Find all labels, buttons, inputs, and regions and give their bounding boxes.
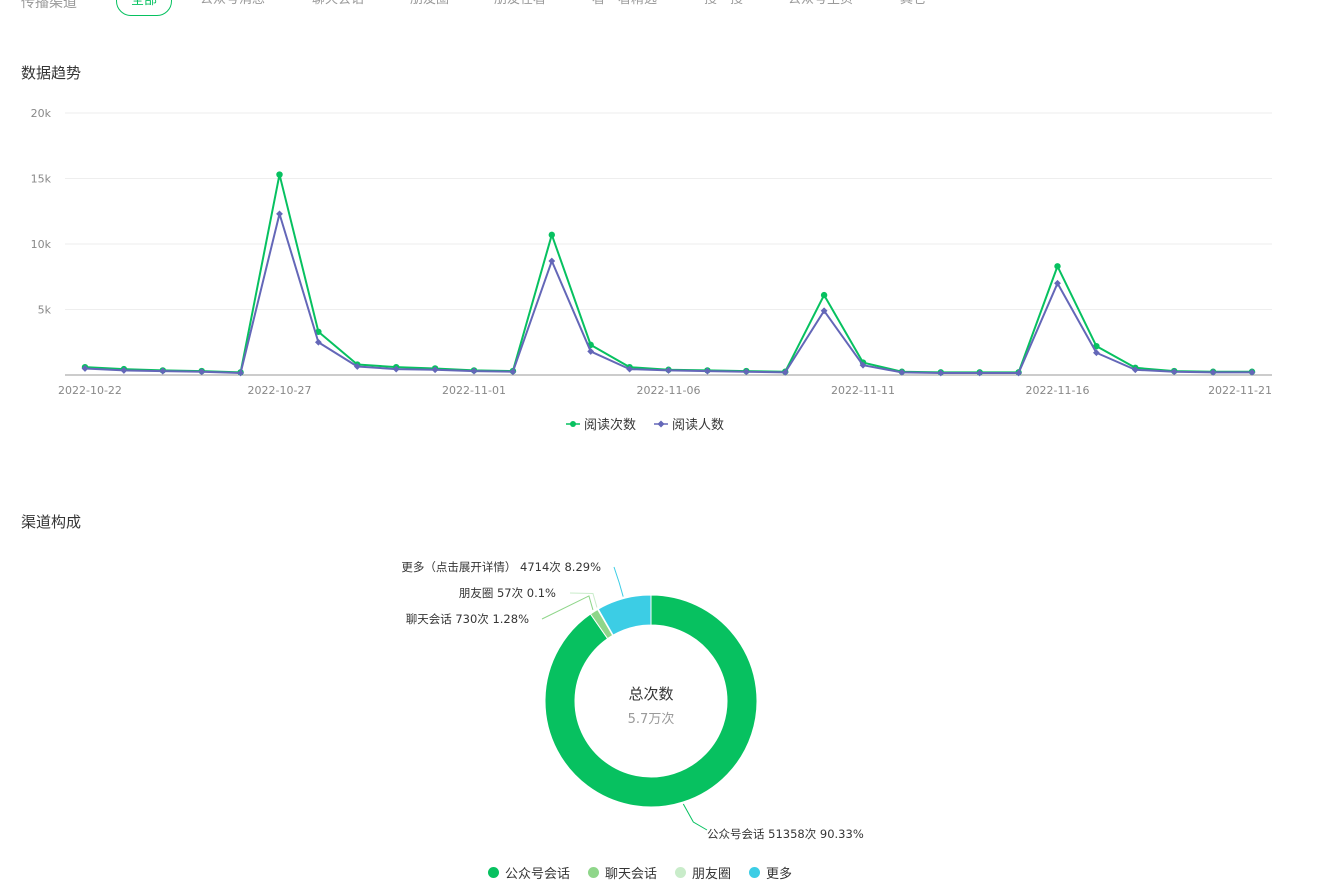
legend-dot-icon [675, 867, 687, 878]
data-point[interactable] [315, 328, 322, 335]
x-tick-label: 2022-10-22 [58, 384, 122, 397]
x-tick-label: 2022-10-27 [248, 384, 312, 397]
y-tick-label: 20k [31, 107, 52, 120]
data-point[interactable] [392, 365, 400, 373]
legend-label: 公众号会话 [505, 867, 571, 882]
donut-slice[interactable] [597, 594, 652, 636]
filter-chip-all[interactable]: 全部 [116, 0, 173, 16]
data-point[interactable] [315, 338, 322, 346]
filter-chip-moments[interactable]: 朋友圈 [410, 0, 449, 14]
data-point[interactable] [1131, 366, 1139, 374]
data-point[interactable] [937, 369, 945, 377]
legend-label: 更多 [766, 867, 793, 882]
data-point[interactable] [859, 361, 867, 369]
donut-center-value: 5.7万次 [628, 711, 675, 727]
data-point[interactable] [1054, 279, 1061, 287]
series-line-1 [84, 212, 1252, 375]
trend-legend: 阅读次数 阅读人数 [566, 414, 742, 433]
data-point[interactable] [276, 210, 283, 218]
data-point[interactable] [665, 367, 672, 374]
data-point[interactable] [509, 368, 517, 376]
filter-chip-chat[interactable]: 聊天会话 [312, 0, 364, 14]
donut-slice[interactable] [544, 594, 758, 808]
y-tick-label: 15k [31, 173, 52, 186]
x-tick-label: 2022-11-06 [637, 384, 701, 397]
data-point[interactable] [1209, 368, 1217, 376]
data-point[interactable] [1093, 349, 1100, 357]
data-point[interactable] [159, 367, 167, 375]
data-point[interactable] [781, 368, 789, 376]
filter-chip-profile[interactable]: 公众号主页 [788, 0, 853, 14]
data-point[interactable] [1170, 368, 1178, 376]
data-point[interactable] [548, 257, 556, 265]
data-point[interactable] [470, 367, 478, 375]
x-tick-label: 2022-11-21 [1208, 384, 1272, 397]
filter-chip-search[interactable]: 搜一搜 [704, 0, 743, 14]
leader-line [569, 592, 598, 608]
legend-label: 聊天会话 [605, 867, 658, 882]
legend-item-1[interactable]: 聊天会话 [588, 863, 657, 882]
trend-line-chart: 5k 10k 15k 20k 2022-10-22 2022-10-27 2022-11-0… [31, 107, 1272, 397]
data-point[interactable] [704, 367, 711, 375]
filter-chip-top-stories[interactable]: 看一看精选 [592, 0, 657, 14]
legend-label: 阅读次数 [584, 418, 637, 433]
slice-label: 聊天会话 730次 1.28% [406, 612, 529, 626]
data-point[interactable] [353, 363, 361, 370]
data-point[interactable] [1093, 342, 1100, 350]
x-tick-label: 2022-11-16 [1026, 384, 1090, 397]
data-point[interactable] [976, 369, 984, 377]
data-point[interactable] [820, 291, 828, 299]
y-tick-label: 5k [38, 304, 52, 317]
y-tick-label: 10k [31, 238, 52, 251]
x-tick-label: 2022-11-01 [442, 384, 506, 397]
filter-label: 传播渠道 [21, 0, 77, 11]
data-point[interactable] [1054, 263, 1061, 270]
data-point[interactable] [237, 369, 244, 377]
legend-item-3[interactable]: 更多 [749, 863, 792, 882]
data-point[interactable] [587, 348, 595, 355]
data-point[interactable] [548, 231, 555, 239]
data-point[interactable] [898, 368, 906, 376]
leader-line [541, 595, 594, 620]
legend-dot-icon [488, 867, 499, 878]
filter-chip-friends-watching[interactable]: 朋友在看 [494, 0, 546, 14]
composition-legend: 公众号会话 聊天会话 朋友圈 更多 [488, 863, 810, 882]
data-point[interactable] [1015, 369, 1022, 377]
legend-dot-icon [749, 867, 761, 878]
data-point[interactable] [431, 366, 439, 374]
legend-item-0[interactable]: 公众号会话 [488, 863, 570, 882]
legend-label: 阅读人数 [672, 418, 725, 433]
slice-label: 朋友圈 57次 0.1% [459, 586, 556, 600]
data-point[interactable] [81, 365, 89, 372]
slice-label[interactable]: 更多（点击展开详情） 4714次 8.29% [401, 560, 601, 574]
data-point[interactable] [276, 171, 283, 178]
data-point[interactable] [198, 368, 206, 376]
leader-line [613, 566, 624, 597]
trend-section-title: 数据趋势 [21, 64, 82, 82]
data-point[interactable] [626, 365, 633, 373]
leader-line [682, 803, 708, 831]
filter-chip-official-msg[interactable]: 公众号消息 [200, 0, 265, 14]
filter-chip-other[interactable]: 其它 [900, 0, 926, 14]
legend-item-1[interactable]: 阅读人数 [654, 414, 724, 433]
legend-marker-icon [566, 420, 580, 427]
x-tick-label: 2022-11-11 [831, 384, 895, 397]
legend-item-0[interactable]: 阅读次数 [566, 414, 636, 433]
legend-marker-icon [654, 420, 669, 427]
data-point[interactable] [820, 307, 828, 315]
data-point[interactable] [742, 368, 750, 376]
legend-label: 朋友圈 [692, 867, 732, 882]
data-point[interactable] [120, 367, 128, 374]
channel-filter-bar: 传播渠道 全部 公众号消息 聊天会话 朋友圈 朋友在看 看一看精选 搜一搜 公众… [0, 0, 1318, 16]
donut-center-title: 总次数 [628, 685, 673, 703]
legend-dot-icon [588, 867, 600, 878]
composition-section-title: 渠道构成 [21, 513, 82, 531]
series-line-0 [84, 173, 1252, 374]
legend-item-2[interactable]: 朋友圈 [675, 863, 731, 882]
data-point[interactable] [1248, 368, 1256, 376]
slice-label: 公众号会话 51358次 90.33% [707, 827, 864, 841]
